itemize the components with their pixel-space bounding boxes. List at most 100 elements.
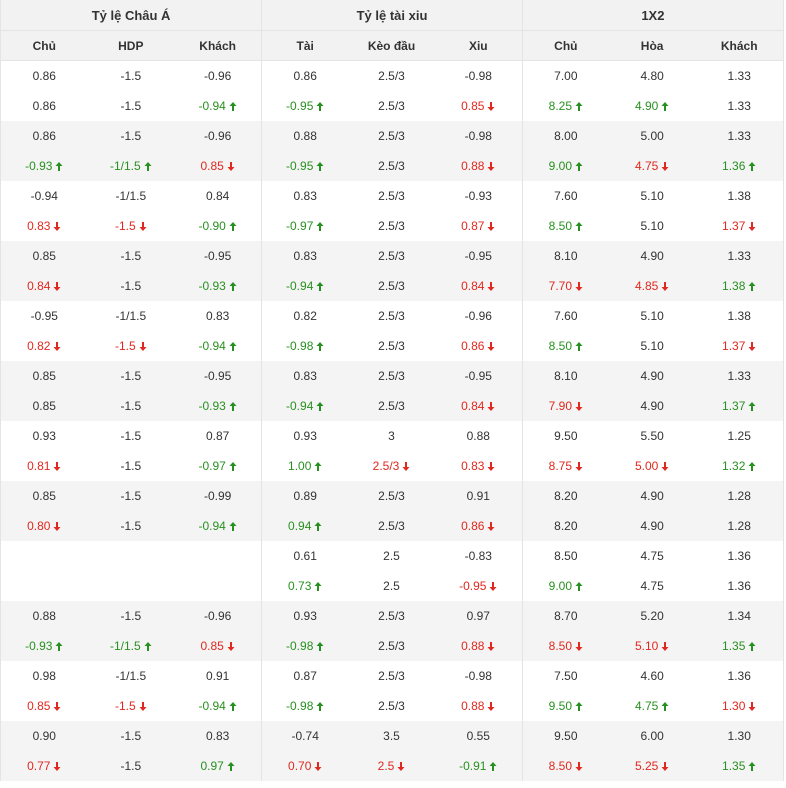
odds-cell-hdp <box>88 541 175 571</box>
odds-value-wrap: 1.34 <box>728 609 751 623</box>
odds-value-wrap: 1.36 <box>728 669 751 683</box>
arrow-down-icon <box>53 221 61 233</box>
odds-value-wrap: 5.10 <box>635 639 669 653</box>
odds-value: 0.55 <box>466 729 490 743</box>
odds-cell-away: -0.93 <box>174 271 263 301</box>
arrow-up-icon <box>748 401 756 413</box>
arrow-up-icon <box>575 161 583 173</box>
odds-value-wrap: 1.00 <box>288 459 322 473</box>
odds-value-wrap: -0.94 <box>198 699 237 713</box>
odds-row: -0.95 -1/1.5 0.83 0.82 2.5/3 -0.96 7.60 5.10 1.3… <box>1 301 783 331</box>
odds-value-wrap: -0.94 <box>286 399 324 413</box>
arrow-up-icon <box>55 641 63 653</box>
odds-value: 7.60 <box>554 189 578 203</box>
odds-cell-line: 2.5/3 <box>348 301 435 331</box>
odds-value: 5.10 <box>640 339 664 353</box>
arrow-up-icon <box>229 281 237 293</box>
odds-value-wrap: -0.98 <box>465 69 492 83</box>
odds-value: 7.00 <box>554 69 578 83</box>
odds-cell-away: 0.83 <box>174 721 263 751</box>
arrow-up-icon <box>748 761 756 773</box>
odds-cell-under: 0.84 <box>434 391 523 421</box>
odds-value: -0.98 <box>286 699 314 713</box>
odds-cell-line: 2.5/3 <box>348 511 435 541</box>
odds-cell-home: 0.85 <box>1 361 88 391</box>
odds-cell-hdp: -1.5 <box>87 601 175 631</box>
odds-cell-line: 2.5/3 <box>348 61 435 92</box>
odds-cell-line: 2.5/3 <box>348 601 435 631</box>
odds-value-wrap: -1.5 <box>120 489 141 503</box>
odds-value: 1.38 <box>727 189 751 203</box>
odds-value: 2.5/3 <box>378 339 405 353</box>
odds-value-wrap: 1.36 <box>722 159 756 173</box>
odds-cell-line: 2.5 <box>348 751 435 781</box>
arrow-down-icon <box>487 281 495 293</box>
odds-value-wrap: 8.20 <box>554 519 577 533</box>
odds-cell-home-win: 7.60 <box>522 181 609 211</box>
odds-value: 0.88 <box>293 129 317 143</box>
odds-cell-draw: 4.85 <box>608 271 696 301</box>
odds-value-wrap: -0.95 <box>465 369 492 383</box>
odds-row: 0.73 2.5 -0.95 9.00 4.75 1.36 <box>1 571 783 601</box>
odds-value: 1.33 <box>727 369 751 383</box>
odds-cell-under: -0.96 <box>434 301 523 331</box>
odds-table-body: 0.86 -1.5 -0.96 0.86 2.5/3 -0.98 7.00 4.80 1.33 0… <box>1 60 783 781</box>
odds-cell-under: -0.95 <box>434 571 523 601</box>
odds-value-wrap: 0.91 <box>206 669 229 683</box>
odds-cell-home-win: 8.10 <box>522 361 609 391</box>
odds-value: -1.5 <box>120 729 142 743</box>
odds-value: 4.75 <box>640 549 664 563</box>
odds-cell-hdp: -1.5 <box>88 331 175 361</box>
odds-value-wrap: 2.5/3 <box>378 699 405 713</box>
odds-value: 5.50 <box>640 429 664 443</box>
arrow-down-icon <box>487 401 495 413</box>
odds-value: 8.75 <box>548 459 573 473</box>
odds-value: 2.5/3 <box>378 639 405 653</box>
odds-cell-away: -0.96 <box>174 121 263 151</box>
odds-cell-home: 0.86 <box>1 121 88 151</box>
odds-value: 5.10 <box>640 219 664 233</box>
odds-cell-home-win: 9.00 <box>522 151 609 181</box>
arrow-down-icon <box>575 401 583 413</box>
odds-cell-home-win: 8.50 <box>522 541 609 571</box>
odds-cell-hdp: -1.5 <box>88 91 175 121</box>
odds-cell-over: 0.93 <box>262 421 349 451</box>
odds-cell-away-win: 1.35 <box>695 631 783 661</box>
odds-cell-home: -0.93 <box>1 151 88 181</box>
odds-cell-draw: 5.10 <box>609 211 696 241</box>
odds-cell-away: -0.96 <box>174 601 263 631</box>
odds-value: 0.91 <box>466 489 490 503</box>
arrow-up-icon <box>229 521 237 533</box>
odds-value-wrap: 4.85 <box>635 279 669 293</box>
odds-value-wrap: -0.95 <box>459 579 497 593</box>
odds-value: 2.5/3 <box>372 459 400 473</box>
odds-value: 5.00 <box>634 459 659 473</box>
odds-value-wrap: 0.88 <box>461 639 495 653</box>
odds-value-wrap: 8.75 <box>549 459 583 473</box>
odds-cell-line: 2.5 <box>348 541 435 571</box>
arrow-down-icon <box>661 641 669 653</box>
odds-value: 2.5/3 <box>378 369 405 383</box>
odds-value-wrap: -0.74 <box>292 729 319 743</box>
arrow-up-icon <box>229 461 237 473</box>
odds-value: -0.96 <box>464 309 492 323</box>
odds-value: 2.5/3 <box>378 519 405 533</box>
odds-value: -1.5 <box>120 249 142 263</box>
odds-value: -0.96 <box>203 609 232 623</box>
odds-value: 1.28 <box>727 489 751 503</box>
arrow-down-icon <box>53 521 61 533</box>
odds-cell-hdp <box>88 571 175 601</box>
odds-cell-home-win: 8.50 <box>522 331 609 361</box>
odds-value: 1.33 <box>727 129 751 143</box>
odds-value-wrap: -0.93 <box>465 189 492 203</box>
odds-cell-line: 2.5/3 <box>348 181 435 211</box>
odds-value: 0.88 <box>32 609 56 623</box>
odds-cell-draw: 5.25 <box>608 751 696 781</box>
odds-value: 1.38 <box>722 279 746 293</box>
odds-value-wrap: 0.98 <box>33 669 56 683</box>
odds-value-wrap: 1.36 <box>728 549 751 563</box>
odds-value-wrap: -0.93 <box>25 639 63 653</box>
odds-cell-away: -0.94 <box>174 331 263 361</box>
odds-value: 4.90 <box>640 399 664 413</box>
odds-cell-away-win: 1.38 <box>695 181 783 211</box>
